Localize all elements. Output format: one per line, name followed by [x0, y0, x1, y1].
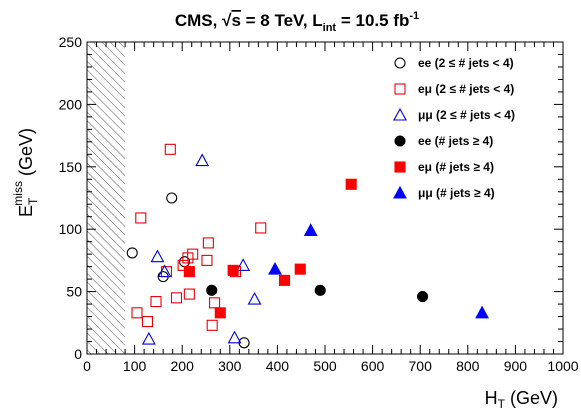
- x-tick-label: 400: [266, 358, 290, 374]
- legend-marker: [394, 83, 406, 95]
- x-tick-label: 900: [504, 358, 528, 374]
- x-tick-label: 500: [313, 358, 337, 374]
- x-tick-label: 600: [361, 358, 385, 374]
- x-tick-label: 1000: [547, 358, 578, 374]
- data-point: [345, 178, 357, 190]
- data-point: [201, 254, 213, 266]
- data-point: [227, 264, 239, 276]
- data-point: [294, 263, 306, 275]
- legend-label: eμ (# jets ≥ 4): [418, 160, 494, 174]
- data-point: [135, 212, 147, 224]
- data-point: [150, 296, 162, 308]
- legend-label: ee (2 ≤ # jets < 4): [418, 56, 514, 70]
- data-point: [164, 143, 176, 155]
- series-4: [183, 178, 357, 319]
- legend-label: μμ (2 ≤ # jets < 4): [418, 108, 515, 122]
- series-5: [268, 223, 490, 319]
- data-point: [166, 192, 178, 204]
- legend-marker: [393, 107, 407, 121]
- x-tick-label: 100: [123, 358, 147, 374]
- data-point: [303, 223, 318, 236]
- data-point: [177, 259, 189, 271]
- series-1: [131, 143, 267, 331]
- y-tick-label: 200: [59, 96, 83, 112]
- data-point: [195, 153, 210, 167]
- legend-label: ee (# jets ≥ 4): [418, 134, 493, 148]
- legend-marker: [393, 185, 407, 199]
- data-point: [255, 222, 267, 234]
- y-tick-label: 250: [59, 34, 83, 50]
- legend-label: eμ (2 ≤ # jets < 4): [418, 82, 514, 96]
- data-point: [206, 284, 218, 296]
- data-point: [214, 307, 226, 319]
- data-point: [314, 284, 326, 296]
- data-point: [247, 291, 262, 305]
- data-point: [150, 249, 165, 263]
- data-point: [141, 331, 156, 345]
- data-points: [126, 143, 490, 349]
- y-tick-label: 50: [66, 284, 82, 300]
- x-tick-label: 700: [409, 358, 433, 374]
- data-point: [236, 258, 251, 271]
- data-point: [278, 274, 291, 286]
- x-tick-label: 200: [171, 358, 195, 374]
- legend-marker: [394, 57, 406, 69]
- series-3: [206, 284, 429, 303]
- y-tick-label: 100: [59, 221, 83, 237]
- data-point: [157, 264, 172, 278]
- y-axis-label: ETmiss (GeV): [11, 128, 40, 217]
- data-point: [202, 237, 214, 249]
- data-point: [227, 330, 242, 344]
- legend-marker: [394, 135, 406, 147]
- y-tick-label: 150: [59, 159, 83, 175]
- legend: ee (2 ≤ # jets < 4) eμ (2 ≤ # jets < 4) μμ…: [393, 56, 515, 200]
- data-point: [170, 292, 183, 304]
- series-2: [141, 153, 262, 345]
- data-point: [131, 307, 143, 319]
- y-tick-label: 0: [74, 346, 82, 362]
- chart-title: CMS, √s = 8 TeV, Lint = 10.5 fb-1: [175, 10, 419, 34]
- excluded-region-hatch: [87, 42, 126, 354]
- data-point: [183, 288, 195, 300]
- data-point: [126, 247, 138, 259]
- data-point: [206, 319, 218, 331]
- data-point: [417, 291, 429, 303]
- x-tick-label: 800: [456, 358, 480, 374]
- x-tick-label: 300: [218, 358, 242, 374]
- x-axis-label: HT (GeV): [485, 388, 558, 411]
- x-tick-label: 0: [83, 358, 91, 374]
- axis-ticks: [86, 41, 564, 355]
- legend-marker: [394, 161, 406, 173]
- data-point: [475, 305, 490, 319]
- data-point: [209, 297, 221, 309]
- axis-tick-labels: 0 100 200 300 400 500 600 700 800 900 1000 0 50 100 15…: [59, 34, 579, 374]
- data-point: [268, 261, 282, 275]
- data-point: [183, 266, 195, 278]
- legend-label: μμ (# jets ≥ 4): [418, 186, 495, 200]
- data-point: [141, 316, 154, 328]
